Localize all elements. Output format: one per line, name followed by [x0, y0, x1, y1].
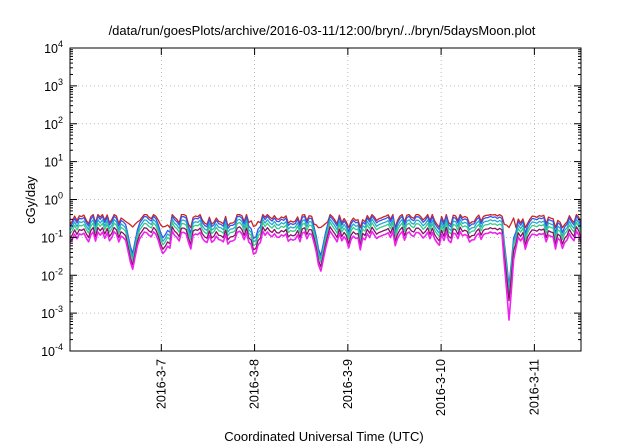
series-line	[69, 230, 582, 321]
x-axis: 2016-3-7 2016-3-8 2016-3-9 2016-3-10 2016-3-…	[154, 48, 541, 416]
y-tick-label: 102	[44, 115, 63, 132]
x-tick-label: 2016-3-7	[154, 359, 168, 409]
y-tick-label: 10-2	[41, 266, 63, 283]
y-tick-label: 100	[44, 191, 63, 208]
y-tick-label: 104	[44, 39, 63, 56]
y-tick-label: 101	[44, 153, 63, 170]
series-lines	[69, 213, 582, 321]
y-tick-label: 10-3	[41, 304, 63, 321]
x-tick-label: 2016-3-9	[341, 359, 355, 409]
series-line	[69, 226, 582, 302]
y-tick-label: 10-1	[41, 228, 63, 245]
series-line	[69, 221, 582, 295]
series-line	[69, 215, 582, 287]
x-axis-label: Coordinated Universal Time (UTC)	[224, 429, 423, 444]
series-line	[69, 218, 582, 290]
y-tick-label: 103	[44, 77, 63, 94]
y-axis: 10-4 10-3 10-2 10-1 100 101 102 103 104	[41, 39, 581, 359]
grid	[70, 48, 581, 351]
x-tick-label: 2016-3-8	[248, 359, 262, 409]
chart-title: /data/run/goesPlots/archive/2016-03-11/1…	[109, 23, 536, 38]
x-tick-label: 2016-3-10	[434, 359, 448, 416]
x-tick-label: 2016-3-11	[527, 359, 541, 415]
y-axis-label: cGy/day	[23, 176, 38, 224]
y-tick-label: 10-4	[41, 342, 63, 359]
series-line	[69, 213, 582, 229]
